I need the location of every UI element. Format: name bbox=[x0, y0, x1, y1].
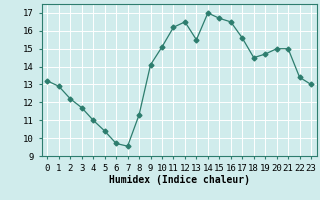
X-axis label: Humidex (Indice chaleur): Humidex (Indice chaleur) bbox=[109, 175, 250, 185]
